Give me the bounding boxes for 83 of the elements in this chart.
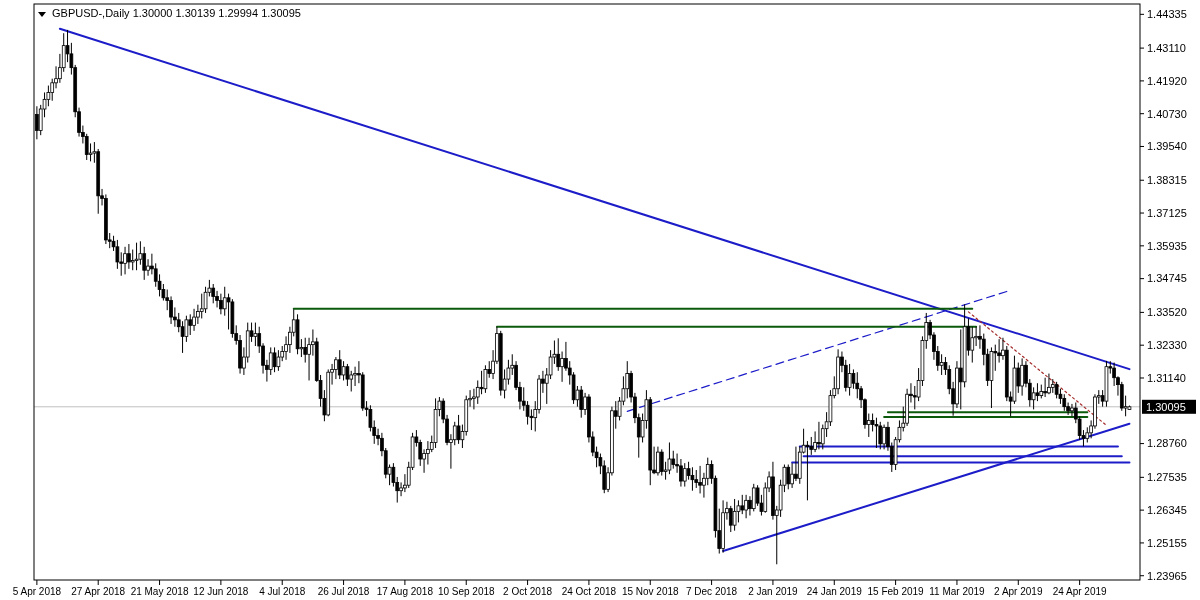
candlestick — [391, 462, 396, 488]
candlestick — [732, 498, 737, 532]
y-tick-label: 1.37125 — [1147, 206, 1187, 219]
x-tick-label: 11 Mar 2019 — [929, 586, 986, 597]
y-tick-label: 1.34745 — [1147, 272, 1187, 285]
x-tick-label: 2 Oct 2018 — [503, 586, 553, 597]
candlestick — [817, 421, 821, 450]
candlestick — [751, 483, 756, 512]
y-tick-label: 1.31140 — [1147, 371, 1186, 384]
candlestick — [560, 351, 564, 383]
candlestick — [303, 337, 308, 364]
x-tick-label: 24 Oct 2018 — [561, 586, 617, 597]
candlestick — [794, 446, 798, 482]
y-tick-label: 1.33520 — [1147, 306, 1187, 319]
x-tick-label: 5 Apr 2018 — [12, 586, 62, 597]
x-tick-label: 7 Dec 2018 — [686, 586, 738, 597]
y-tick-label: 1.41920 — [1147, 74, 1187, 87]
y-tick-label: 1.25155 — [1147, 536, 1187, 549]
y-tick-label: 1.35935 — [1147, 239, 1187, 252]
x-tick-label: 21 May 2018 — [130, 586, 189, 597]
candlestick — [878, 421, 883, 450]
candlestick — [253, 322, 258, 347]
candlestick — [353, 366, 357, 387]
candlestick — [805, 440, 810, 501]
candlestick — [337, 349, 342, 380]
candlestick — [698, 465, 702, 494]
x-tick-label: 2 Apr 2019 — [994, 586, 1043, 597]
candlestick — [579, 385, 584, 419]
candlestick — [682, 462, 687, 488]
candlestick — [123, 246, 127, 275]
candlestick — [847, 363, 852, 397]
candlestick — [276, 349, 281, 372]
candlestick — [786, 464, 791, 490]
candlestick — [368, 404, 373, 432]
candlestick — [115, 239, 120, 270]
candlestick — [882, 424, 886, 450]
candlestick — [1070, 403, 1074, 417]
candlestick — [744, 494, 748, 519]
candlestick — [192, 308, 196, 332]
x-tick-label: 17 Aug 2018 — [376, 586, 434, 597]
candlestick — [679, 458, 683, 488]
chart-title: GBPUSD-,Daily 1.30000 1.30139 1.29994 1.30095 — [52, 7, 301, 19]
candlestick — [659, 448, 664, 477]
candlestick — [345, 363, 350, 387]
y-tick-label: 1.32330 — [1147, 339, 1187, 352]
candlestick — [656, 446, 660, 477]
y-tick-label: 1.38315 — [1147, 174, 1187, 187]
candlestick — [349, 370, 354, 392]
candlestick — [479, 370, 484, 395]
y-tick-label: 1.44335 — [1147, 8, 1187, 21]
x-tick-label: 15 Feb 2019 — [867, 586, 925, 597]
candlestick — [483, 364, 488, 394]
candlestick — [127, 243, 131, 270]
x-tick-label: 2 Jan 2019 — [748, 586, 799, 597]
x-tick-label: 24 Jan 2019 — [806, 586, 863, 597]
candlestick — [341, 360, 346, 381]
y-tick-label: 1.23965 — [1147, 569, 1187, 582]
candlestick — [1031, 386, 1036, 410]
x-tick-label: 26 Jul 2018 — [317, 586, 370, 597]
candlestick — [219, 293, 223, 315]
candlestick — [188, 313, 193, 336]
candlestick — [134, 242, 139, 271]
candlestick — [1020, 357, 1024, 397]
candlestick — [740, 494, 745, 515]
y-tick-label: 1.26345 — [1147, 503, 1187, 516]
x-tick-label: 10 Sep 2018 — [437, 586, 496, 597]
candlestick — [211, 283, 216, 304]
candlestick — [272, 346, 277, 373]
ref-line-label: 1.30095 — [1146, 400, 1186, 413]
x-tick-label: 15 Nov 2018 — [621, 586, 680, 597]
candlestick — [970, 326, 975, 364]
y-tick-label: 1.39540 — [1147, 140, 1187, 153]
y-tick-label: 1.40730 — [1147, 107, 1187, 120]
x-tick-label: 4 Jul 2018 — [259, 586, 306, 597]
y-tick-label: 1.43110 — [1147, 41, 1186, 54]
x-tick-label: 27 Apr 2018 — [71, 586, 126, 597]
x-tick-label: 24 Apr 2019 — [1052, 586, 1108, 597]
candlestick — [874, 417, 879, 449]
x-tick-label: 12 Jun 2018 — [193, 586, 249, 597]
candlestick — [456, 414, 461, 445]
candlestick — [1043, 377, 1047, 398]
y-tick-label: 1.28760 — [1147, 437, 1187, 450]
y-tick-label: 1.27535 — [1147, 471, 1187, 484]
